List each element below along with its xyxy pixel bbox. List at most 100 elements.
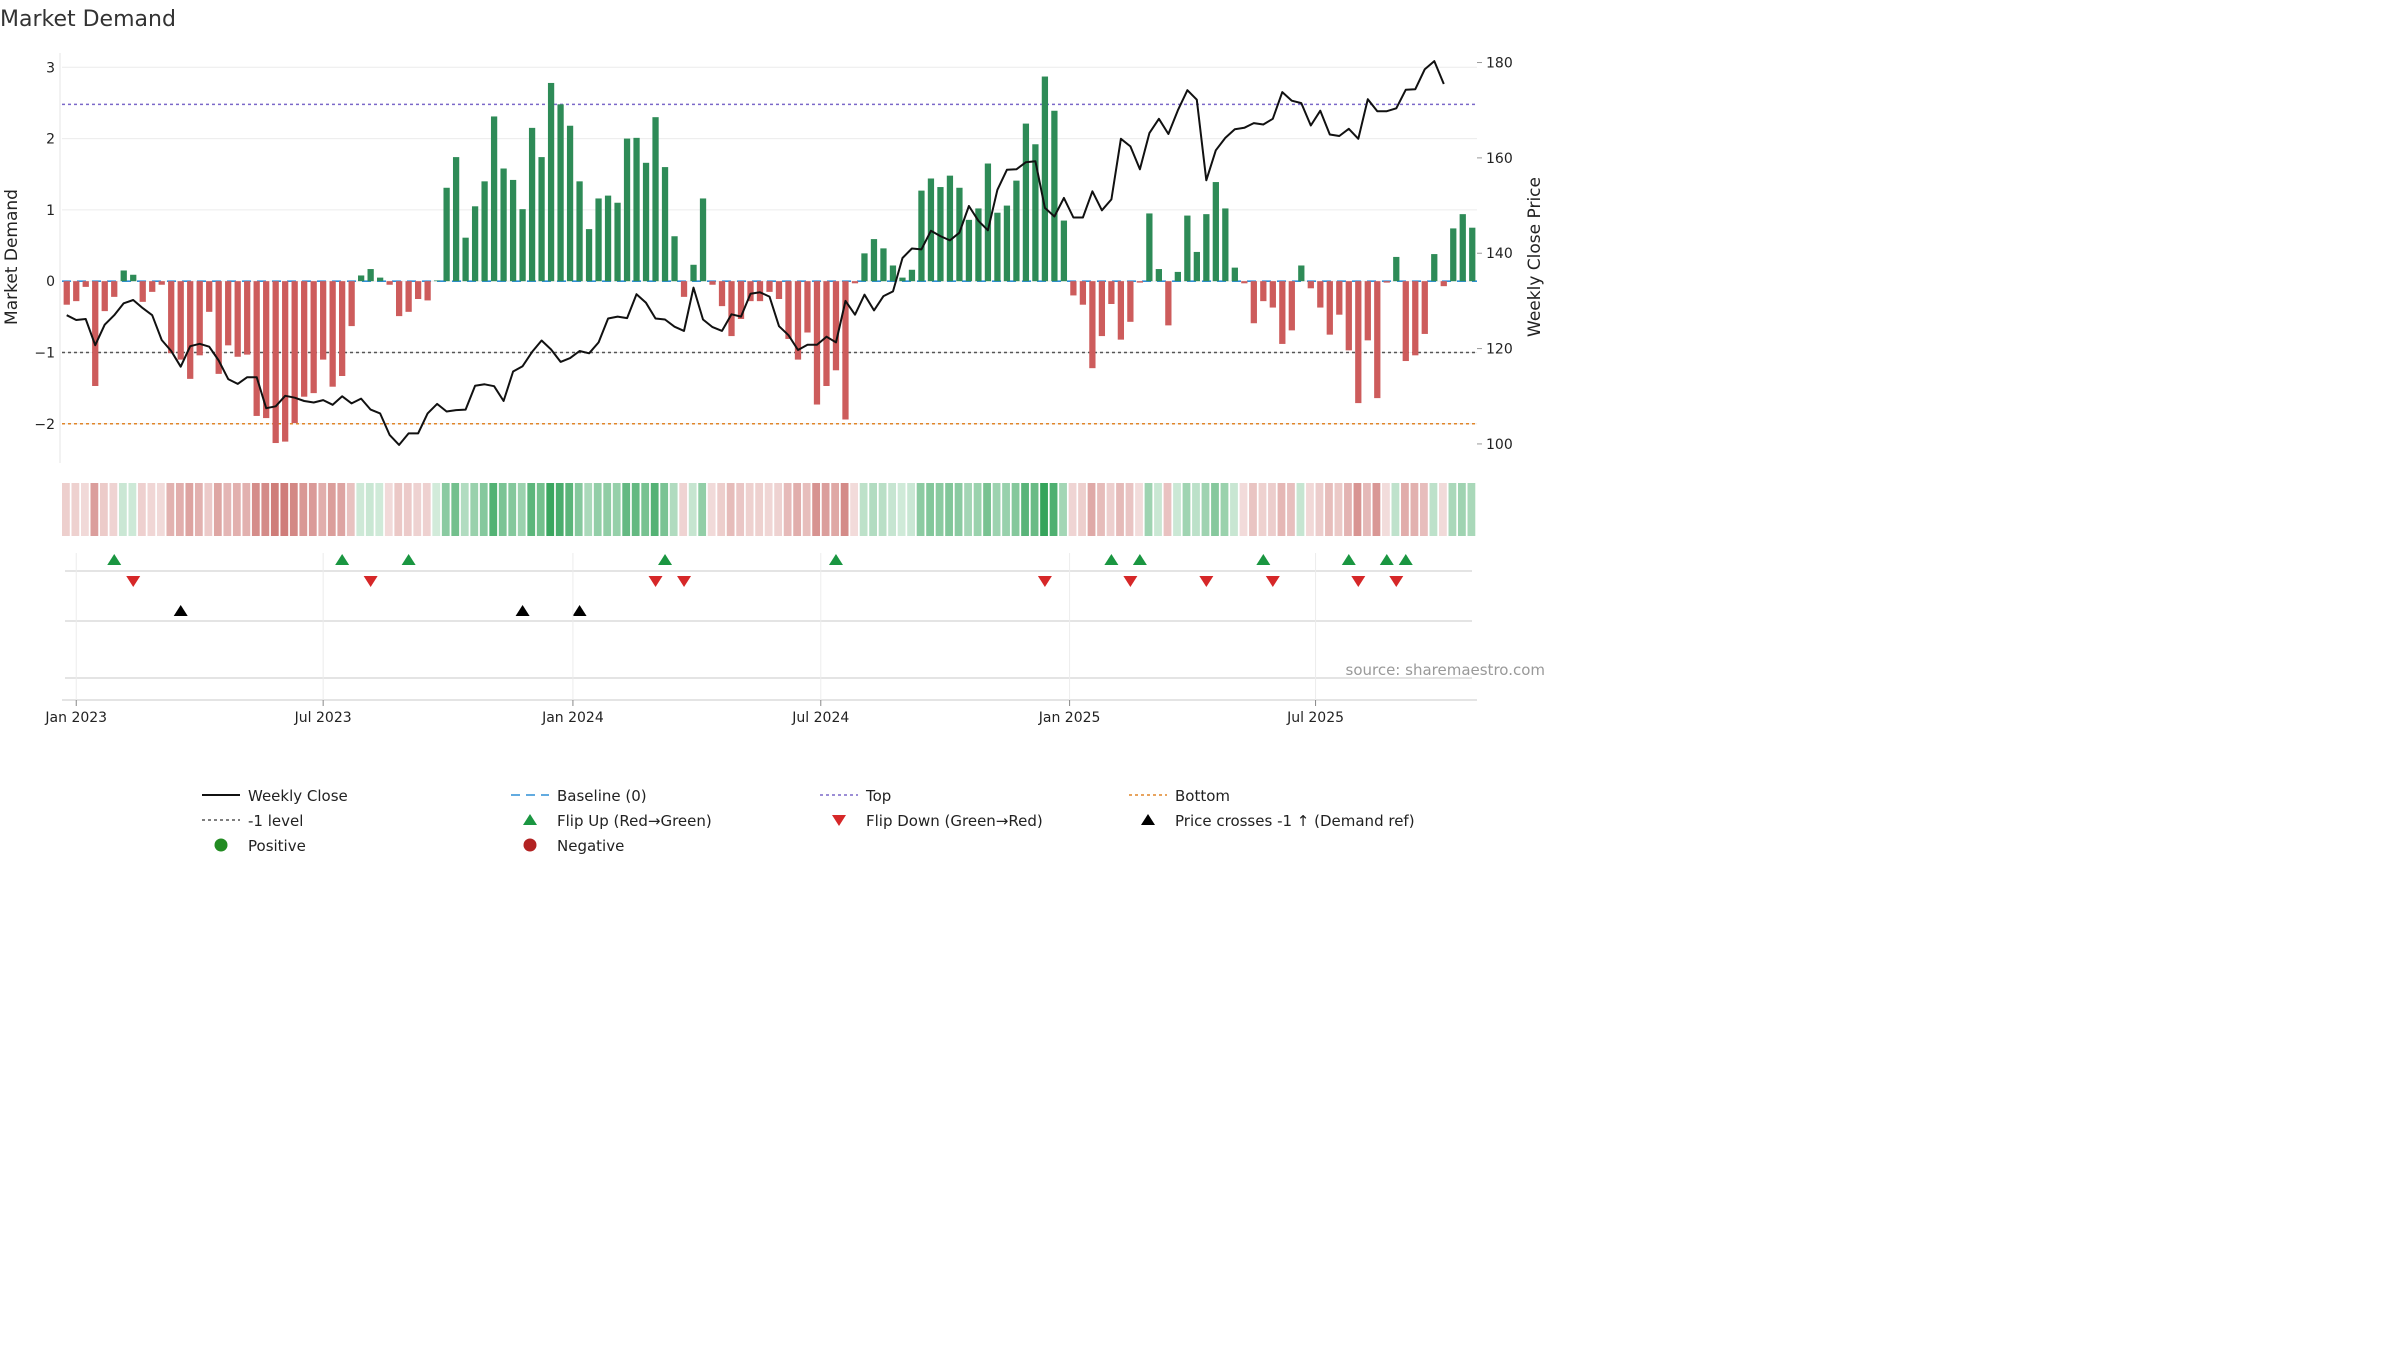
heat-cell (280, 483, 289, 536)
flip-down-marker (1389, 576, 1404, 587)
demand-bar (367, 269, 374, 282)
heat-cell (1429, 483, 1438, 536)
heat-cell (1296, 483, 1305, 536)
demand-bar (405, 281, 412, 312)
heat-cell (166, 483, 175, 536)
left-tick-label: 3 (46, 60, 55, 76)
demand-bar (899, 277, 906, 282)
heat-cell (736, 483, 745, 536)
heat-cell (1249, 483, 1257, 536)
heat-cell (1163, 483, 1172, 536)
heat-cell (831, 483, 840, 536)
demand-bar (377, 277, 384, 282)
heat-cell (1306, 483, 1314, 536)
heat-cell (698, 483, 707, 536)
demand-bar (709, 281, 716, 285)
demand-bar (946, 175, 954, 282)
heat-cell (603, 483, 612, 536)
demand-bar (680, 281, 688, 297)
heat-cell (574, 483, 583, 536)
heat-cell (840, 483, 849, 536)
heat-cell (945, 483, 953, 536)
heat-cell (1125, 483, 1134, 536)
demand-bar (718, 281, 726, 307)
heat-cell (232, 483, 241, 536)
legend-symbol-flip-down (832, 815, 846, 826)
heat-cell (223, 483, 232, 536)
heat-cell (869, 483, 878, 536)
demand-bar (1060, 220, 1068, 282)
demand-bar (1174, 271, 1181, 282)
heat-cell (679, 483, 688, 536)
flip-up-marker (1132, 554, 1147, 565)
demand-bar (794, 281, 802, 360)
demand-bar (1146, 213, 1153, 282)
heat-cell (1011, 483, 1020, 536)
demand-bar (690, 264, 697, 282)
heat-cell (1135, 483, 1143, 536)
demand-bar (785, 281, 792, 339)
heat-cell (1287, 483, 1295, 536)
demand-bar (1383, 281, 1390, 283)
heat-cell (147, 483, 156, 536)
heat-cell (394, 483, 403, 536)
heat-cell (1173, 483, 1181, 536)
right-tick-label: 140 (1486, 246, 1513, 262)
heat-cell (337, 483, 346, 536)
heat-cell (384, 483, 393, 536)
heat-cell (470, 483, 479, 536)
demand-bar (671, 236, 678, 282)
heat-cell (109, 483, 118, 536)
flip-down-marker (363, 576, 378, 587)
demand-bar (870, 239, 878, 282)
heat-cell (80, 483, 89, 536)
flip-up-marker (658, 554, 673, 565)
demand-bar (1279, 281, 1286, 344)
flip-down-marker (1351, 576, 1366, 587)
demand-bar (234, 281, 241, 357)
demand-bar (604, 195, 612, 282)
demand-bar (1345, 281, 1352, 351)
demand-bar (737, 281, 745, 319)
heat-cell (1325, 483, 1333, 536)
demand-bar (1022, 123, 1030, 282)
heat-cell (812, 483, 821, 536)
price-line-layer (66, 60, 1445, 446)
heat-cell (194, 483, 203, 536)
flip-down-marker (1037, 576, 1052, 587)
demand-bar (130, 274, 137, 282)
left-tick-label: 0 (46, 274, 55, 290)
demand-bar (756, 281, 764, 302)
demand-bar (348, 281, 355, 327)
demand-bar (1450, 228, 1457, 282)
heat-cell (565, 483, 574, 536)
demand-bar (1402, 281, 1409, 362)
demand-bar (101, 281, 108, 312)
demand-bar (1222, 208, 1229, 282)
demand-bar (215, 281, 222, 374)
flip-down-marker (1123, 576, 1138, 587)
heat-cell (1144, 483, 1153, 536)
heat-cell (441, 483, 450, 536)
demand-bar (320, 281, 327, 360)
heat-cell (1467, 483, 1476, 536)
heat-cell (1021, 483, 1029, 536)
heat-cell (1239, 483, 1248, 536)
heat-cell (422, 483, 431, 536)
demand-bar (490, 116, 498, 282)
heat-cell (156, 483, 165, 536)
heat-cell (1363, 483, 1371, 536)
demand-bar (509, 179, 517, 282)
heat-cell (498, 483, 507, 536)
left-tick-label: −1 (34, 345, 55, 361)
heat-cell (802, 483, 811, 536)
heat-cell (821, 483, 830, 536)
right-tick-label: 160 (1486, 151, 1513, 167)
heat-cell (432, 483, 441, 536)
demand-bar (120, 270, 127, 282)
legend-label: Top (865, 787, 891, 805)
demand-bar (1364, 281, 1371, 341)
flip-up-marker (335, 554, 350, 565)
demand-bar (452, 157, 460, 282)
heat-cell (185, 483, 194, 536)
